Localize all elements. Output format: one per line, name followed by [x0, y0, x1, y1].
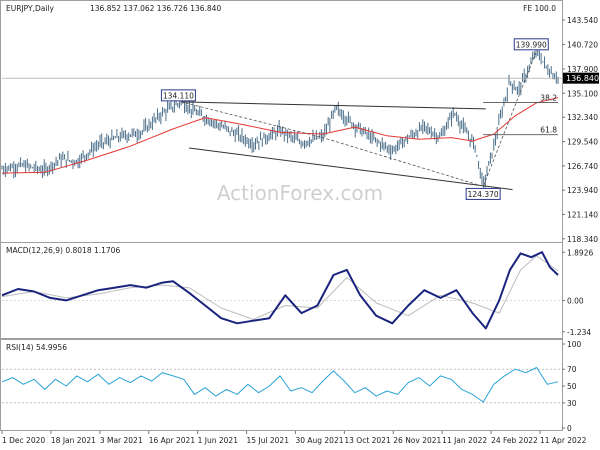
- chart-symbol: EURJPY,Daily: [6, 4, 55, 13]
- price-tick-label: 118.340: [567, 235, 598, 244]
- watermark-text: ActionForex.com: [217, 181, 383, 205]
- price-callout-label: 139.990: [516, 40, 547, 49]
- rsi-tick-label: 100: [567, 340, 582, 349]
- x-tick-label: 11 Jan 2022: [442, 436, 487, 445]
- price-tick-label: 132.340: [567, 113, 598, 122]
- x-tick-label: 16 Apr 2021: [149, 436, 196, 445]
- price-tick-label: 121.140: [567, 210, 598, 219]
- rsi-label: RSI(14) 54.9956: [6, 343, 67, 352]
- price-tick-label: 143.540: [567, 16, 598, 25]
- x-tick-label: 30 Aug 2021: [295, 436, 343, 445]
- rsi-tick-label: 0: [567, 424, 572, 433]
- fib-level-label: 38.2: [540, 94, 557, 103]
- rsi-tick-label: 50: [567, 382, 577, 391]
- price-callout-label: 134.110: [163, 91, 194, 100]
- price-tick-label: 129.540: [567, 138, 598, 147]
- price-tick-label: 126.740: [567, 162, 598, 171]
- x-tick-label: 1 Dec 2020: [2, 436, 45, 445]
- macd-tick-label: 1.8926: [567, 248, 593, 257]
- price-tick-label: 140.720: [567, 40, 598, 49]
- chart-fe-label: FE 100.0: [523, 4, 556, 13]
- x-tick-label: 11 Apr 2022: [540, 436, 587, 445]
- macd-label: MACD(12,26,9) 0.8018 1.1706: [6, 246, 120, 255]
- current-price-label: 136.840: [566, 74, 599, 83]
- price-panel-frame: [1, 1, 563, 243]
- macd-tick-label: -1.234: [567, 328, 591, 337]
- macd-panel-frame: [1, 243, 563, 339]
- price-tick-label: 135.100: [567, 89, 598, 98]
- price-callout-label: 124.370: [468, 190, 499, 199]
- x-tick-label: 24 Feb 2022: [491, 436, 538, 445]
- x-tick-label: 18 Jan 2021: [51, 436, 96, 445]
- x-tick-label: 1 Jun 2021: [198, 436, 239, 445]
- x-tick-label: 15 Jul 2021: [247, 436, 290, 445]
- price-tick-label: 123.940: [567, 186, 598, 195]
- rsi-tick-label: 30: [567, 399, 577, 408]
- price-tick-label: 137.900: [567, 65, 598, 74]
- rsi-panel-frame: [1, 340, 563, 431]
- macd-tick-label: 0.00: [567, 296, 584, 305]
- fib-level-label: 61.8: [540, 126, 557, 135]
- x-tick-label: 13 Oct 2021: [344, 436, 391, 445]
- x-tick-label: 26 Nov 2021: [393, 436, 441, 445]
- chart-ohlc: 136.852 137.062 136.726 136.840: [90, 4, 221, 13]
- x-tick-label: 3 Mar 2021: [100, 436, 143, 445]
- rsi-tick-label: 70: [567, 365, 577, 374]
